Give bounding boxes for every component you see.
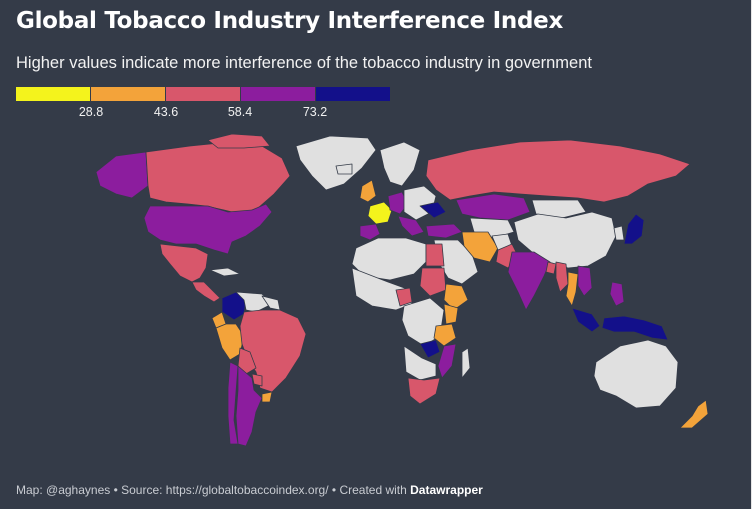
country-mozambique[interactable] bbox=[437, 343, 457, 379]
country-bolivia[interactable] bbox=[237, 347, 257, 375]
legend-bar bbox=[16, 87, 390, 101]
country-nigeria[interactable] bbox=[395, 287, 413, 307]
country-thailand[interactable] bbox=[565, 271, 579, 307]
legend-tick-4: 73.2 bbox=[302, 105, 328, 119]
country-russia[interactable] bbox=[425, 139, 691, 203]
country-ukraine[interactable] bbox=[419, 201, 447, 219]
legend-swatch-4 bbox=[241, 87, 316, 101]
country-mexico[interactable] bbox=[159, 243, 209, 283]
country-turkey[interactable] bbox=[425, 223, 463, 239]
legend-swatch-3 bbox=[166, 87, 241, 101]
country-chile[interactable] bbox=[227, 361, 239, 445]
country-central-america[interactable] bbox=[191, 281, 221, 303]
country-southern-africa[interactable] bbox=[403, 345, 437, 381]
country-vietnam[interactable] bbox=[577, 265, 593, 297]
country-zambia[interactable] bbox=[419, 339, 441, 359]
legend-swatch-1 bbox=[16, 87, 91, 101]
country-ethiopia[interactable] bbox=[443, 283, 469, 311]
world-map-svg[interactable] bbox=[0, 130, 752, 475]
color-legend: 28.8 43.6 58.4 73.2 bbox=[16, 87, 390, 127]
country-kenya[interactable] bbox=[443, 303, 459, 325]
country-canada-islands[interactable] bbox=[207, 133, 271, 149]
country-indonesia-east[interactable] bbox=[601, 315, 669, 341]
country-bangladesh[interactable] bbox=[545, 261, 557, 275]
country-new-zealand[interactable] bbox=[679, 399, 709, 429]
country-mongolia[interactable] bbox=[531, 199, 587, 219]
country-sudan[interactable] bbox=[419, 267, 447, 297]
country-australia[interactable] bbox=[593, 339, 679, 409]
country-paraguay[interactable] bbox=[251, 373, 263, 387]
map-title: Global Tobacco Industry Interference Ind… bbox=[16, 8, 563, 34]
country-united-states[interactable] bbox=[143, 203, 273, 255]
country-iceland[interactable] bbox=[335, 163, 353, 175]
country-madagascar[interactable] bbox=[461, 347, 471, 379]
country-tanzania[interactable] bbox=[433, 323, 457, 347]
country-balkans[interactable] bbox=[397, 215, 425, 237]
country-france[interactable] bbox=[367, 201, 393, 225]
legend-swatch-2 bbox=[91, 87, 166, 101]
country-india[interactable] bbox=[507, 251, 551, 311]
country-alaska[interactable] bbox=[95, 151, 149, 199]
country-brazil[interactable] bbox=[239, 309, 307, 393]
country-argentina[interactable] bbox=[235, 365, 263, 447]
country-japan[interactable] bbox=[623, 213, 645, 245]
footer-brand-link[interactable]: Datawrapper bbox=[410, 483, 483, 497]
map-footer: Map: @aghaynes • Source: https://globalt… bbox=[16, 483, 483, 497]
map-subtitle: Higher values indicate more interference… bbox=[16, 54, 592, 72]
legend-tick-3: 58.4 bbox=[227, 105, 253, 119]
country-kazakhstan[interactable] bbox=[455, 193, 531, 221]
country-egypt[interactable] bbox=[425, 243, 445, 267]
country-myanmar[interactable] bbox=[555, 261, 569, 293]
country-indonesia[interactable] bbox=[571, 307, 601, 333]
country-spain[interactable] bbox=[359, 223, 381, 241]
country-united-kingdom[interactable] bbox=[359, 179, 377, 203]
country-south-africa[interactable] bbox=[407, 377, 441, 405]
country-scandinavia[interactable] bbox=[379, 141, 421, 187]
country-canada[interactable] bbox=[145, 141, 291, 215]
world-map[interactable] bbox=[0, 130, 752, 475]
country-korea[interactable] bbox=[613, 225, 625, 241]
legend-tick-1: 28.8 bbox=[78, 105, 104, 119]
country-philippines[interactable] bbox=[609, 281, 625, 307]
legend-swatch-5 bbox=[316, 87, 390, 101]
footer-source: Map: @aghaynes • Source: https://globalt… bbox=[16, 483, 411, 497]
legend-tick-2: 43.6 bbox=[153, 105, 179, 119]
country-iran[interactable] bbox=[461, 231, 499, 263]
country-greenland[interactable] bbox=[295, 135, 377, 191]
country-cuba[interactable] bbox=[209, 267, 241, 277]
country-uruguay[interactable] bbox=[261, 391, 273, 403]
